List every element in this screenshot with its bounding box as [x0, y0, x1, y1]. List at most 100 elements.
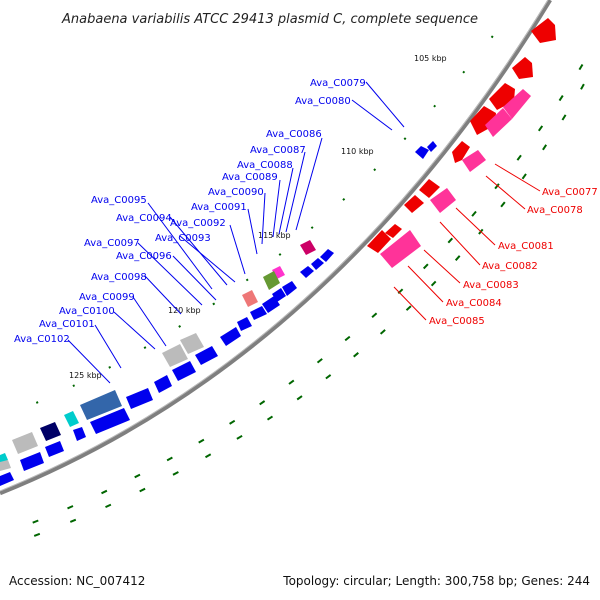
gene-box[interactable] [40, 422, 61, 441]
gene-arrow[interactable] [531, 18, 556, 43]
gene-arrow[interactable] [452, 141, 470, 163]
gene-label[interactable]: Ava_C0093 [155, 233, 211, 244]
tick-mark [259, 400, 266, 406]
gene-arrow[interactable] [404, 195, 424, 213]
gene-label[interactable]: Ava_C0078 [527, 205, 583, 216]
gene-arrow[interactable] [311, 258, 324, 270]
gene-arrow[interactable] [250, 306, 267, 320]
minus-strand-labels: Ava_C0079 Ava_C0080 Ava_C0086 Ava_C0087 … [14, 78, 366, 345]
gene-arrow[interactable] [20, 452, 44, 471]
tick-mark [462, 70, 466, 74]
gene-label[interactable]: Ava_C0094 [116, 213, 172, 224]
minus-strand-features [0, 141, 437, 486]
gene-label[interactable]: Ava_C0098 [91, 272, 147, 283]
gene-label[interactable]: Ava_C0086 [266, 129, 322, 140]
tick-mark [310, 226, 314, 230]
leader-line [439, 221, 481, 266]
gene-arrow[interactable] [300, 266, 314, 278]
leader-line [485, 175, 526, 210]
leader-line [407, 265, 444, 303]
gene-box[interactable] [180, 333, 204, 354]
gene-arrow[interactable] [172, 361, 196, 381]
gene-box[interactable] [64, 411, 79, 427]
gene-label[interactable]: Ava_C0085 [429, 316, 485, 327]
gene-box[interactable] [242, 290, 258, 307]
gene-label[interactable]: Ava_C0081 [498, 241, 554, 252]
gene-label[interactable]: Ava_C0082 [482, 261, 538, 272]
tick-mark [422, 263, 429, 270]
gene-label[interactable]: Ava_C0101 [39, 319, 95, 330]
gene-label[interactable]: Ava_C0080 [295, 96, 351, 107]
tick-mark [205, 453, 212, 459]
gene-label[interactable]: Ava_C0079 [310, 78, 366, 89]
gene-box[interactable] [0, 460, 11, 471]
gene-box[interactable] [485, 108, 512, 137]
gene-label[interactable]: Ava_C0092 [170, 218, 226, 229]
leader-line [455, 207, 496, 246]
gene-box[interactable] [430, 188, 456, 213]
gene-arrow[interactable] [220, 327, 241, 346]
leader-line [423, 249, 461, 284]
gene-arrow[interactable] [45, 441, 64, 457]
gene-label[interactable]: Ava_C0077 [542, 187, 598, 198]
gene-label[interactable]: Ava_C0084 [446, 298, 502, 309]
gene-label[interactable]: Ava_C0088 [237, 160, 293, 171]
map-title: Anabaena variabilis ATCC 29413 plasmid C… [61, 12, 478, 27]
gene-label[interactable]: Ava_C0096 [116, 251, 172, 262]
gene-box[interactable] [300, 240, 316, 255]
gene-label[interactable]: Ava_C0097 [84, 238, 140, 249]
gene-arrow[interactable] [320, 249, 334, 262]
tick-mark [316, 358, 323, 364]
tick-mark [561, 114, 567, 121]
leader-line [94, 324, 122, 369]
gene-arrow[interactable] [154, 375, 172, 393]
gene-box[interactable] [380, 230, 421, 268]
gene-box[interactable] [12, 432, 38, 454]
gene-arrow[interactable] [262, 296, 280, 313]
gene-arrow[interactable] [73, 427, 86, 441]
tick-mark [108, 366, 112, 369]
plus-strand-features [367, 18, 556, 268]
gene-box[interactable] [162, 344, 188, 367]
tick-mark [521, 173, 527, 180]
gene-arrow[interactable] [282, 281, 297, 296]
gene-box[interactable] [80, 390, 122, 420]
gene-arrow[interactable] [195, 346, 218, 365]
leader-line [113, 311, 156, 350]
gene-arrow[interactable] [237, 317, 252, 331]
gene-arrow[interactable] [415, 146, 429, 159]
gene-arrow[interactable] [367, 230, 391, 253]
gene-label[interactable]: Ava_C0091 [191, 202, 247, 213]
tick-mark [471, 210, 477, 217]
tick-mark [245, 278, 249, 282]
tick-label: 110 kbp [341, 147, 374, 156]
gene-label[interactable]: Ava_C0087 [250, 145, 306, 156]
tick-mark [67, 505, 74, 510]
tick-label: 115 kbp [258, 231, 291, 240]
gene-label[interactable]: Ava_C0090 [208, 187, 264, 198]
gene-label[interactable]: Ava_C0099 [79, 292, 135, 303]
gene-arrow[interactable] [90, 408, 130, 434]
gene-box[interactable] [263, 271, 280, 290]
leader-line [67, 339, 111, 384]
tick-mark [558, 95, 564, 102]
leader-line [179, 235, 236, 283]
gene-arrow[interactable] [385, 224, 402, 238]
gene-label[interactable]: Ava_C0089 [222, 172, 278, 183]
gene-label[interactable]: Ava_C0100 [59, 306, 115, 317]
gene-label[interactable]: Ava_C0095 [91, 195, 147, 206]
gene-arrow[interactable] [0, 472, 14, 486]
leader-line [172, 255, 217, 301]
gene-label[interactable]: Ava_C0083 [463, 280, 519, 291]
gene-arrow[interactable] [512, 57, 533, 79]
tick-mark [373, 168, 377, 172]
gene-arrow[interactable] [419, 179, 440, 198]
leader-line [295, 137, 323, 231]
gene-box[interactable] [503, 89, 531, 119]
gene-box[interactable] [462, 150, 486, 172]
tick-mark [403, 137, 407, 141]
gene-arrow[interactable] [126, 388, 153, 409]
gene-label[interactable]: Ava_C0102 [14, 334, 70, 345]
gene-arrow[interactable] [427, 141, 437, 152]
